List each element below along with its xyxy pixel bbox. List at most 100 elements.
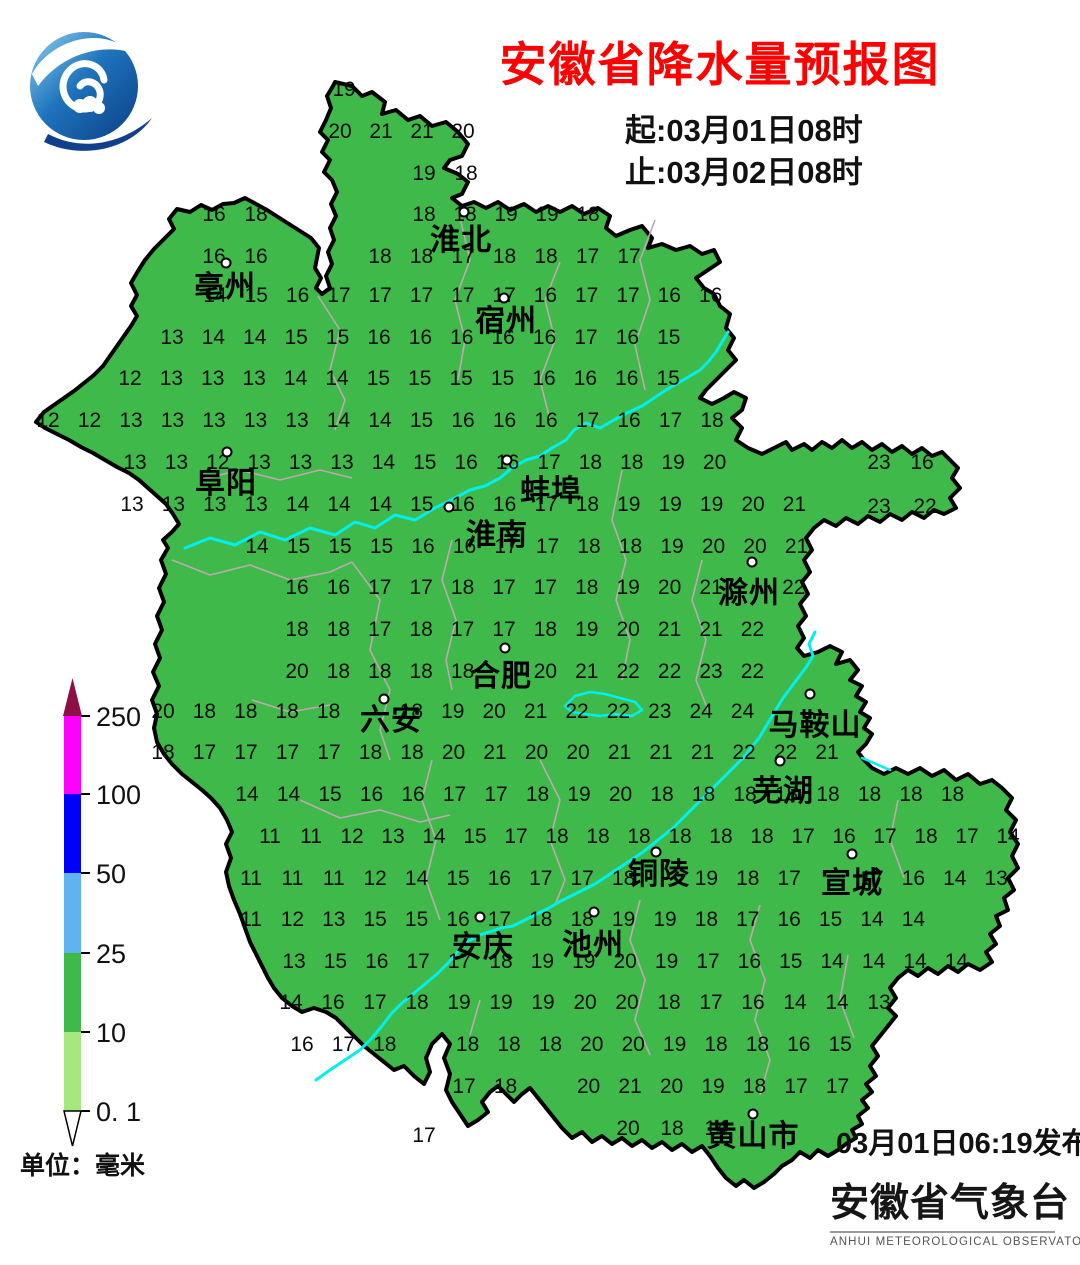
precip-value: 18 — [709, 825, 733, 848]
station-dot — [474, 911, 486, 923]
precip-value: 16 — [657, 284, 681, 307]
precip-value: 18 — [650, 783, 674, 806]
province-shape — [34, 80, 1020, 1190]
precip-value: 14 — [783, 991, 807, 1014]
precip-value: 18 — [576, 203, 600, 226]
precip-value: 21 — [699, 576, 723, 599]
precip-value: 17 — [955, 825, 979, 848]
precip-value: 18 — [525, 783, 550, 806]
station-dot — [499, 642, 511, 654]
precip-value: 20 — [616, 1117, 640, 1140]
precip-value: 19 — [654, 950, 679, 973]
precip-value: 20 — [616, 618, 640, 641]
precip-value: 21 — [575, 660, 599, 683]
precip-value: 17 — [575, 245, 600, 268]
precip-value: 22 — [616, 660, 640, 683]
precip-value: 17 — [368, 284, 392, 307]
precip-value: 18 — [586, 825, 610, 848]
precip-value: 14 — [825, 991, 849, 1014]
precip-value: 11 — [259, 825, 281, 848]
legend-tick-25: 25 — [96, 939, 126, 969]
precip-value: 18 — [358, 741, 383, 764]
city-label: 池州 — [562, 929, 624, 962]
precip-value: 15 — [363, 908, 387, 931]
precip-value: 17 — [412, 1124, 436, 1147]
precip-value: 18 — [326, 618, 351, 641]
agency-block: 安徽省气象台 ANHUI METEOROLOGICAL OBSERVATORY — [830, 1172, 1080, 1248]
precip-value: 13 — [330, 451, 354, 474]
precip-value: 16 — [615, 326, 640, 349]
precip-value: 13 — [867, 991, 891, 1014]
precip-value: 14 — [368, 493, 393, 516]
precip-value: 17 — [534, 493, 558, 516]
huai-river — [183, 330, 730, 550]
precip-value: 18 — [538, 1033, 563, 1056]
precip-value: 17 — [368, 576, 392, 599]
precip-value: 20 — [566, 741, 590, 764]
precip-value: 22 — [740, 618, 765, 641]
city-label: 亳州 — [194, 271, 256, 304]
precip-value: 18 — [742, 1075, 767, 1098]
precip-value: 16 — [244, 245, 268, 268]
meteorological-logo-icon — [30, 32, 152, 151]
station-dot — [846, 848, 858, 860]
precip-value: 23 — [867, 495, 891, 518]
precip-value: 18 — [409, 660, 433, 683]
precip-value: 17 — [331, 1033, 356, 1056]
precip-value: 21 — [815, 741, 839, 764]
precip-value: 11 — [281, 867, 304, 890]
precip-value: 15 — [323, 950, 348, 973]
precip-value: 16 — [359, 783, 384, 806]
precip-value: 18 — [618, 535, 643, 558]
precip-value: 24 — [730, 700, 755, 723]
precip-value: 17 — [234, 741, 258, 764]
precip-value: 21 — [483, 741, 507, 764]
precip-value: 13 — [285, 409, 309, 432]
precip-value: 16 — [787, 1033, 811, 1056]
precip-value: 18 — [409, 618, 433, 641]
precip-value: 15 — [779, 950, 803, 973]
precip-value: 19 — [489, 991, 513, 1014]
precip-value: 17 — [873, 825, 897, 848]
precip-value: 12 — [36, 409, 60, 432]
precip-value: 16 — [532, 326, 557, 349]
precip-value: 15 — [818, 908, 843, 931]
precip-value: 20 — [741, 493, 765, 516]
precip-value: 18 — [409, 245, 434, 268]
precip-value: 18 — [857, 783, 882, 806]
precip-value: 19 — [699, 493, 724, 516]
precip-value: 15 — [657, 326, 681, 349]
precip-value: 14 — [285, 493, 310, 516]
precip-value: 17 — [447, 950, 472, 973]
precip-value: 14 — [860, 908, 884, 931]
precip-value: 17 — [492, 576, 516, 599]
precip-value: 17 — [450, 618, 475, 641]
precip-value: 13 — [244, 493, 268, 516]
precip-value: 16 — [452, 535, 477, 558]
precip-value: 15 — [409, 409, 434, 432]
station-dot — [443, 501, 455, 513]
precip-value: 17 — [860, 867, 884, 890]
precip-value: 18 — [405, 991, 429, 1014]
precip-value: 11 — [300, 825, 322, 848]
legend-seg-10 — [64, 1032, 81, 1111]
period-end: 止:03月02日08时 — [625, 154, 863, 190]
precip-value: 19 — [617, 493, 641, 516]
precip-value: 18 — [412, 203, 436, 226]
legend-tick-100: 100 — [96, 780, 141, 810]
station-dot — [378, 693, 390, 705]
station-dot — [747, 1108, 759, 1120]
precip-value: 14 — [944, 950, 969, 973]
agency-name-en: ANHUI METEOROLOGICAL OBSERVATORY — [830, 1236, 1080, 1248]
agency-divider — [830, 1231, 1055, 1233]
precip-value: 18 — [545, 825, 569, 848]
precip-value: 19 — [567, 783, 591, 806]
precip-value: 16 — [450, 326, 474, 349]
county-boundaries — [171, 217, 905, 1096]
precip-value: 17 — [368, 618, 392, 641]
city-label: 宣城 — [821, 867, 883, 900]
city-label: 芜湖 — [752, 775, 814, 808]
precip-value: 13 — [160, 326, 184, 349]
precip-value: 19 — [447, 991, 471, 1014]
city-label: 铜陵 — [628, 858, 690, 891]
